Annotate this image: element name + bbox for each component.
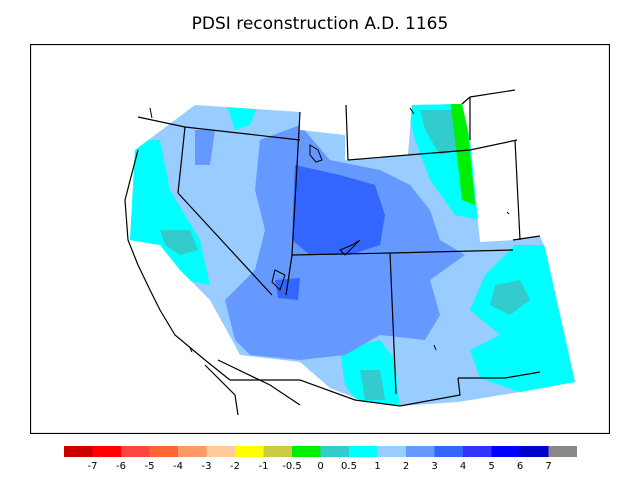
legend-swatch [434, 446, 463, 457]
legend-swatch [292, 446, 321, 457]
pdsi-band-3 [195, 130, 215, 165]
legend-swatch [235, 446, 264, 457]
legend-swatches [64, 446, 577, 457]
legend-label: 2 [403, 461, 409, 472]
legend-label: -2 [230, 461, 240, 472]
legend-label: -0.5 [282, 461, 302, 472]
legend-label: -7 [88, 461, 98, 472]
pdsi-band-05-south [360, 370, 385, 400]
map-title: PDSI reconstruction A.D. 1165 [191, 14, 449, 34]
legend-swatch [377, 446, 406, 457]
legend-swatch [64, 446, 93, 457]
legend-label: 7 [545, 461, 551, 472]
legend-swatch [149, 446, 178, 457]
legend-label: 0 [317, 461, 323, 472]
legend-swatch [178, 446, 207, 457]
legend-label: 5 [488, 461, 494, 472]
legend-labels: -7 -6 -5 -4 -3 -2 -1 -0.5 0 0.5 1 2 3 4 5 6 7 [88, 461, 552, 472]
legend-swatch [121, 446, 150, 457]
state-boundaries [124, 89, 541, 416]
legend-label: 4 [460, 461, 466, 472]
legend-swatch [520, 446, 549, 457]
legend-label: -4 [173, 461, 183, 472]
legend-label: -5 [145, 461, 155, 472]
legend-swatch [548, 446, 577, 457]
pdsi-band-05-west [160, 230, 198, 255]
legend-swatch [463, 446, 492, 457]
legend-swatch [491, 446, 520, 457]
legend-label: 0.5 [341, 461, 357, 472]
pdsi-band-05-southeast [490, 280, 530, 315]
legend-swatch [92, 446, 121, 457]
pdsi-band-0-northeast [450, 104, 475, 205]
legend-swatch [206, 446, 235, 457]
legend-swatch [406, 446, 435, 457]
color-legend: -7 -6 -5 -4 -3 -2 -1 -0.5 0 0.5 1 2 3 4 5 6 7 [64, 446, 577, 472]
pdsi-band-4 [292, 165, 385, 255]
lake-outlines [149, 107, 510, 353]
legend-label: -6 [116, 461, 126, 472]
legend-swatch [263, 446, 292, 457]
legend-swatch [349, 446, 378, 457]
legend-label: 6 [517, 461, 523, 472]
legend-label: 1 [374, 461, 380, 472]
legend-label: 3 [431, 461, 437, 472]
pdsi-band-05-northeast [420, 110, 460, 155]
legend-label: -1 [259, 461, 269, 472]
pdsi-band-1-southeast [470, 245, 575, 392]
legend-swatch [320, 446, 349, 457]
map-panel [30, 44, 610, 434]
legend-label: -3 [202, 461, 212, 472]
